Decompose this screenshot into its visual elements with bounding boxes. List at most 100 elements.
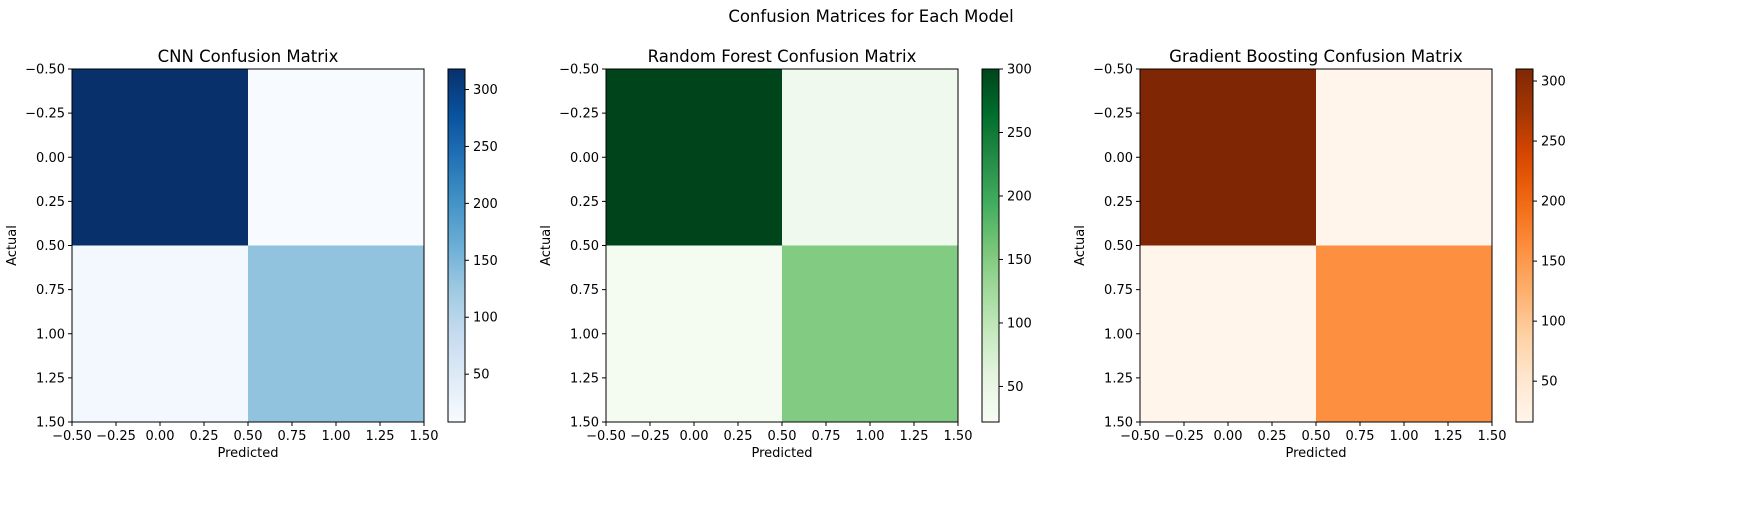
colorbar-tick-label: 250 xyxy=(1541,135,1566,150)
y-tick-label: 0.75 xyxy=(36,283,65,298)
x-tick-label: 1.25 xyxy=(900,429,929,444)
y-tick-label: 1.25 xyxy=(570,371,599,386)
y-tick-label: 1.00 xyxy=(570,327,599,342)
y-tick-label: 0.50 xyxy=(570,239,599,254)
x-tick-label: −0.25 xyxy=(630,429,670,444)
y-tick-label: 1.50 xyxy=(570,416,599,431)
heatmap-cell-r0-c0 xyxy=(1140,69,1316,246)
y-tick-label: 0.50 xyxy=(36,239,65,254)
colorbar-tick-label: 300 xyxy=(1007,63,1032,78)
x-tick-label: −0.25 xyxy=(1164,429,1204,444)
y-tick-label: −0.25 xyxy=(559,107,599,122)
colorbar-tick-label: 150 xyxy=(1007,253,1032,268)
y-tick-label: 0.50 xyxy=(1104,239,1133,254)
colorbar xyxy=(981,68,1000,423)
x-tick-label: 0.50 xyxy=(234,429,263,444)
panel-title: Random Forest Confusion Matrix xyxy=(648,47,917,66)
y-tick-label: 1.25 xyxy=(1104,371,1133,386)
colorbar xyxy=(447,68,466,423)
y-tick-label: 0.75 xyxy=(570,283,599,298)
colorbar-tick-label: 100 xyxy=(1541,315,1566,330)
x-tick-label: −0.50 xyxy=(52,429,92,444)
x-tick-label: 0.00 xyxy=(680,429,709,444)
heatmap-cell-r1-c0 xyxy=(1140,245,1316,422)
y-tick-label: 1.25 xyxy=(36,371,65,386)
heatmap-panel-1: CNN Confusion Matrix −0.50 −0.50 −0.25 −0.25… xyxy=(5,47,498,461)
y-tick-label: 0.00 xyxy=(1104,151,1133,166)
x-tick-label: 0.25 xyxy=(1258,429,1287,444)
heatmap-cell-r0-c1 xyxy=(782,69,958,246)
x-tick-label: 1.25 xyxy=(1434,429,1463,444)
y-axis-label: Actual xyxy=(5,225,20,266)
heatmap-cell-r0-c0 xyxy=(72,69,248,246)
x-tick-label: 0.25 xyxy=(190,429,219,444)
colorbar-tick-label: 300 xyxy=(1541,75,1566,90)
colorbar-tick-label: 100 xyxy=(1007,316,1032,331)
y-tick-label: 0.25 xyxy=(570,195,599,210)
x-tick-label: −0.50 xyxy=(1120,429,1160,444)
colorbar-tick-label: 200 xyxy=(473,197,498,212)
x-tick-label: 0.25 xyxy=(724,429,753,444)
heatmap-panel-3: Gradient Boosting Confusion Matrix−0.50−… xyxy=(1073,47,1566,461)
y-tick-label: 0.25 xyxy=(36,195,65,210)
y-tick-label: 0.75 xyxy=(1104,283,1133,298)
heatmap-cell-r1-c1 xyxy=(1316,245,1492,422)
x-tick-label: 0.00 xyxy=(146,429,175,444)
colorbar-tick-label: 300 xyxy=(473,83,498,98)
x-tick-label: 1.50 xyxy=(410,429,439,444)
y-tick-label: 1.00 xyxy=(1104,327,1133,342)
x-tick-label: 1.00 xyxy=(1390,429,1419,444)
x-axis-label: Predicted xyxy=(217,446,278,461)
y-tick-label: 0.00 xyxy=(36,151,65,166)
y-tick-label: 1.00 xyxy=(36,327,65,342)
x-tick-label: 0.75 xyxy=(1346,429,1375,444)
y-tick-label: 0.00 xyxy=(570,151,599,166)
colorbar-tick-label: 200 xyxy=(1007,189,1032,204)
colorbar xyxy=(1515,68,1534,423)
x-tick-label: 1.50 xyxy=(1478,429,1507,444)
panel-title: CNN Confusion Matrix xyxy=(158,47,339,66)
y-tick-label: −0.25 xyxy=(25,107,65,122)
y-tick-label: 1.50 xyxy=(36,416,65,431)
heatmap-cell-r1-c1 xyxy=(248,245,424,422)
colorbar-tick-label: 50 xyxy=(1007,380,1024,395)
heatmap-cell-r1-c1 xyxy=(782,245,958,422)
x-tick-label: 0.50 xyxy=(768,429,797,444)
colorbar-tick-label: 150 xyxy=(473,254,498,269)
y-tick-label: −0.50 xyxy=(25,63,65,78)
x-tick-label: 1.00 xyxy=(856,429,885,444)
y-tick-label: −0.50 xyxy=(1093,63,1133,78)
x-tick-label: 0.75 xyxy=(278,429,307,444)
heatmap-panel-2: Random Forest Confusion Matrix −0.50 −0.50… xyxy=(539,47,1032,461)
colorbar-tick-label: 150 xyxy=(1541,255,1566,270)
y-tick-label: 0.25 xyxy=(1104,195,1133,210)
x-axis-label: Predicted xyxy=(751,446,812,461)
heatmap-cell-r1-c0 xyxy=(606,245,782,422)
figure-suptitle: Confusion Matrices for Each Model xyxy=(728,7,1013,26)
panel-title: Gradient Boosting Confusion Matrix xyxy=(1169,47,1463,66)
x-tick-label: 0.00 xyxy=(1214,429,1243,444)
x-tick-label: −0.25 xyxy=(96,429,136,444)
heatmap-cell-r0-c0 xyxy=(606,69,782,246)
x-tick-label: 1.00 xyxy=(322,429,351,444)
x-tick-label: 1.25 xyxy=(366,429,395,444)
heatmap-cell-r0-c1 xyxy=(248,69,424,246)
y-axis-label: Actual xyxy=(1073,225,1088,266)
heatmap-cell-r1-c0 xyxy=(72,245,248,422)
heatmap-cell-r0-c1 xyxy=(1316,69,1492,246)
y-tick-label: −0.50 xyxy=(559,63,599,78)
x-tick-label: 1.50 xyxy=(944,429,973,444)
colorbar-tick-label: 250 xyxy=(473,140,498,155)
y-axis-label: Actual xyxy=(539,225,554,266)
y-tick-label: 1.50 xyxy=(1104,416,1133,431)
colorbar-tick-label: 50 xyxy=(473,368,490,383)
x-axis-label: Predicted xyxy=(1285,446,1346,461)
x-tick-label: −0.50 xyxy=(586,429,626,444)
colorbar-tick-label: 100 xyxy=(473,311,498,326)
colorbar-tick-label: 200 xyxy=(1541,195,1566,210)
x-tick-label: 0.50 xyxy=(1302,429,1331,444)
y-tick-label: −0.25 xyxy=(1093,107,1133,122)
colorbar-tick-label: 250 xyxy=(1007,126,1032,141)
